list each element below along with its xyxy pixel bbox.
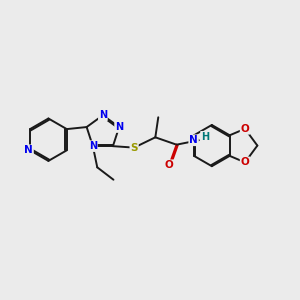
Text: N: N (115, 122, 123, 132)
Text: S: S (130, 142, 138, 153)
Text: N: N (89, 141, 97, 151)
Text: H: H (201, 132, 209, 142)
Text: O: O (165, 160, 173, 170)
Text: O: O (241, 158, 249, 167)
Text: O: O (241, 124, 249, 134)
Text: N: N (24, 145, 33, 155)
Text: N: N (99, 110, 107, 120)
Text: N: N (189, 135, 198, 145)
